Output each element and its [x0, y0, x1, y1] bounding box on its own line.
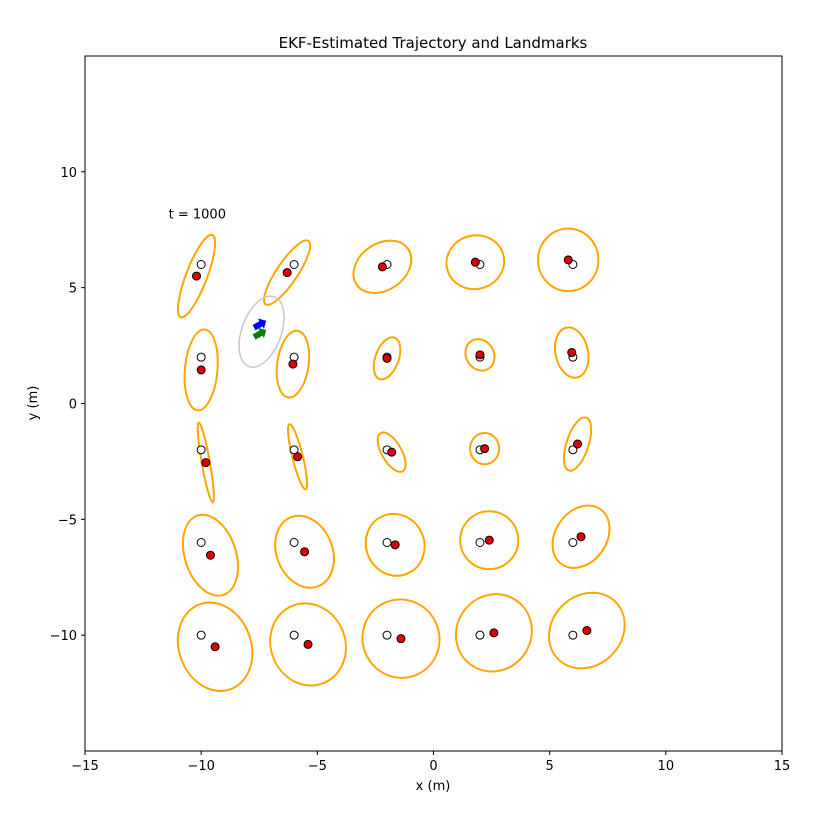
estimated-landmark-point	[484, 535, 494, 545]
estimated-landmark-point	[201, 458, 211, 468]
estimated-landmark-point	[563, 255, 573, 265]
estimated-landmark-point	[205, 550, 215, 560]
landmark-uncertainty-ellipse	[274, 514, 335, 589]
estimated-landmark-point	[390, 540, 400, 550]
true-landmark-point	[196, 260, 206, 269]
estimated-landmark-point	[582, 626, 592, 636]
landmark-uncertainty-ellipse	[263, 239, 312, 306]
true-landmark-point	[382, 538, 392, 547]
estimated-landmark-point	[480, 444, 490, 454]
true-landmark-point	[196, 352, 206, 362]
estimated-landmark-point	[573, 439, 583, 449]
true-pose-arrow	[252, 318, 267, 331]
x-axis-label: x (m)	[416, 779, 451, 794]
landmark-uncertainty-ellipse	[537, 227, 600, 293]
estimated-landmark-point	[210, 642, 220, 652]
estimated-landmark-point	[300, 547, 310, 557]
estimated-landmark-point	[475, 350, 485, 360]
true-landmark-point	[289, 445, 299, 455]
landmark-uncertainty-ellipse	[548, 591, 626, 670]
y-tick-label: 10	[60, 166, 77, 181]
estimated-landmark-point	[470, 257, 480, 267]
landmark-uncertainty-ellipse	[372, 336, 402, 381]
estimated-landmark-point	[288, 359, 298, 369]
estimated-landmark-point	[192, 271, 202, 281]
true-landmark-point	[475, 630, 485, 640]
landmark-uncertainty-ellipse	[287, 423, 309, 491]
landmark-uncertainty-ellipse	[364, 512, 426, 577]
true-landmark-point	[289, 538, 299, 547]
y-tick-label: −5	[58, 513, 77, 528]
landmark-uncertainty-ellipse	[361, 598, 441, 679]
chart-title: EKF-Estimated Trajectory and Landmarks	[279, 34, 588, 52]
y-tick-label: −10	[50, 629, 77, 644]
estimated-landmark-point	[396, 634, 406, 644]
x-tick-label: −5	[308, 759, 327, 774]
estimated-landmark-point	[282, 268, 292, 278]
landmark-uncertainty-ellipse	[275, 329, 311, 399]
landmark-uncertainty-ellipse	[469, 432, 501, 466]
true-landmark-point	[196, 538, 206, 547]
axes-frame	[84, 55, 783, 752]
landmark-uncertainty-ellipse	[445, 234, 506, 291]
true-landmark-point	[196, 445, 206, 455]
estimated-landmark-point	[567, 348, 577, 358]
landmark-uncertainty-ellipse	[464, 338, 496, 372]
landmark-uncertainty-ellipse	[562, 416, 593, 472]
true-landmark-point	[289, 260, 299, 269]
plot-area	[176, 227, 626, 692]
x-tick-label: 5	[546, 759, 554, 774]
true-landmark-point	[289, 630, 299, 640]
y-tick-label: 0	[69, 398, 77, 413]
x-tick-label: 10	[658, 759, 675, 774]
estimated-pose-arrow	[252, 327, 267, 340]
true-landmark-point	[568, 445, 578, 455]
landmark-uncertainty-ellipse	[269, 602, 347, 687]
time-annotation: t = 1000	[169, 208, 226, 223]
landmark-uncertainty-ellipse	[176, 601, 254, 692]
landmark-uncertainty-ellipse	[176, 233, 217, 319]
landmark-uncertainty-ellipse	[183, 328, 219, 412]
true-landmark-point	[475, 538, 485, 547]
x-tick-label: 15	[774, 759, 791, 774]
estimated-landmark-point	[489, 628, 499, 638]
robot-uncertainty-ellipse	[238, 295, 285, 368]
estimated-landmark-point	[387, 447, 397, 457]
landmark-uncertainty-ellipse	[352, 239, 413, 294]
true-landmark-point	[196, 630, 206, 640]
estimated-landmark-point	[576, 532, 586, 542]
landmark-uncertainty-ellipse	[181, 513, 239, 597]
true-landmark-point	[568, 630, 578, 640]
x-tick-label: −15	[71, 759, 98, 774]
landmark-uncertainty-ellipse	[376, 431, 407, 473]
landmark-uncertainty-ellipse	[553, 326, 590, 379]
landmark-uncertainty-ellipse	[551, 504, 611, 569]
y-tick-label: 5	[69, 282, 77, 297]
estimated-landmark-point	[293, 452, 303, 462]
x-tick-label: −10	[187, 759, 214, 774]
estimated-landmark-point	[382, 353, 392, 363]
axis-ticks: −15 −10 −5 0 5 10 15 −10 −5 0 5 10	[50, 166, 791, 774]
estimated-landmark-point	[377, 262, 387, 272]
landmark-uncertainty-ellipse	[459, 510, 520, 571]
landmark-uncertainty-ellipse	[454, 593, 533, 673]
true-landmark-point	[568, 538, 578, 547]
estimated-landmark-point	[303, 639, 313, 649]
true-landmark-point	[382, 630, 392, 640]
y-axis-label: y (m)	[26, 386, 41, 421]
x-tick-label: 0	[429, 759, 437, 774]
estimated-landmark-point	[196, 365, 206, 375]
